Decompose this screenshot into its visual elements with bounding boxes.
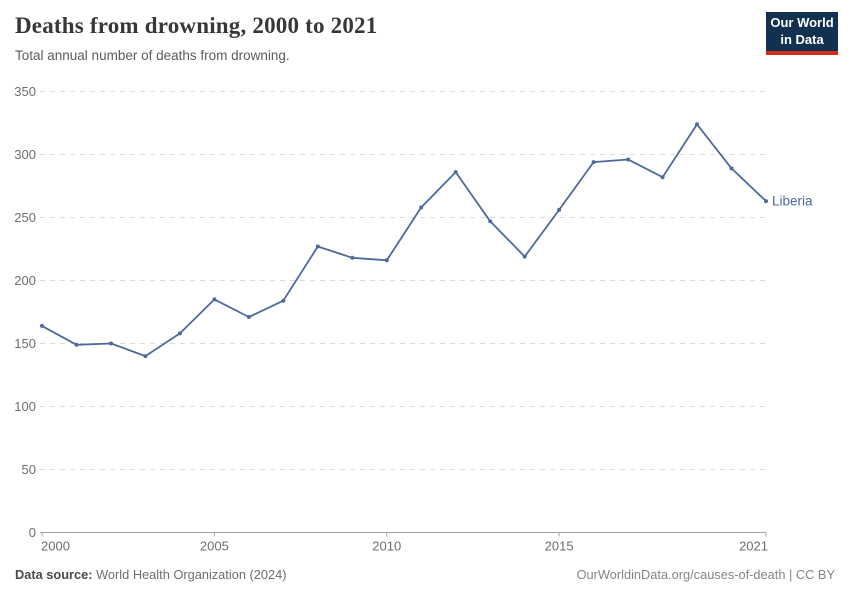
x-tick-label: 2021	[739, 539, 768, 554]
data-point-marker[interactable]	[729, 166, 734, 171]
y-tick-label: 0	[29, 525, 36, 540]
data-point-marker[interactable]	[626, 157, 631, 162]
data-point-marker[interactable]	[557, 207, 562, 212]
data-point-marker[interactable]	[591, 160, 596, 165]
data-point-marker[interactable]	[315, 244, 320, 249]
series-label-liberia[interactable]: Liberia	[772, 194, 813, 209]
data-point-marker[interactable]	[109, 341, 113, 346]
data-point-marker[interactable]	[453, 170, 458, 175]
trend-line-liberia[interactable]	[41, 123, 767, 358]
y-tick-label: 150	[14, 336, 36, 351]
data-point-marker[interactable]	[660, 175, 665, 180]
y-tick-label: 300	[14, 147, 36, 162]
x-tick-label: 2015	[545, 539, 574, 554]
footer-credit-link[interactable]: OurWorldinData.org/causes-of-death | CC …	[576, 567, 835, 582]
owid-logo-line-2: in Data	[780, 31, 824, 47]
data-point-marker[interactable]	[212, 297, 217, 302]
x-tick-label: 2000	[41, 539, 70, 554]
chart-svg[interactable]: 0 50 100 150 200 250 300 350 2000 2005 2010 2015 202…	[0, 80, 850, 555]
data-point-marker[interactable]	[764, 199, 768, 204]
data-source: Data source: World Health Organization (…	[15, 567, 286, 582]
owid-logo-line-1: Our World	[770, 14, 834, 30]
data-source-value: World Health Organization (2024)	[92, 567, 287, 582]
data-point-marker[interactable]	[695, 122, 699, 127]
x-tick-label: 2010	[372, 539, 401, 554]
data-point-marker[interactable]	[40, 323, 44, 328]
data-point-marker[interactable]	[143, 354, 148, 359]
y-tick-label: 200	[14, 273, 36, 288]
data-point-marker[interactable]	[350, 255, 355, 260]
data-point-marker[interactable]	[384, 258, 389, 263]
y-tick-label: 50	[22, 462, 36, 477]
chart-title: Deaths from drowning, 2000 to 2021	[15, 13, 378, 38]
data-point-marker[interactable]	[419, 205, 424, 210]
data-point-marker[interactable]	[74, 342, 79, 347]
y-tick-label: 350	[14, 84, 36, 99]
chart-footer: Data source: World Health Organization (…	[0, 567, 850, 582]
y-tick-label: 250	[14, 210, 36, 225]
data-source-label: Data source:	[15, 567, 93, 582]
y-tick-label: 100	[14, 399, 36, 414]
data-point-marker[interactable]	[488, 219, 493, 224]
chart-area[interactable]: 0 50 100 150 200 250 300 350 2000 2005 2010 2015 202…	[0, 80, 850, 555]
data-point-marker[interactable]	[522, 254, 527, 259]
data-point-marker[interactable]	[281, 298, 286, 303]
x-tick-label: 2005	[200, 539, 229, 554]
chart-subtitle: Total annual number of deaths from drown…	[15, 48, 290, 63]
data-point-marker[interactable]	[177, 331, 182, 336]
owid-logo[interactable]: Our World in Data	[766, 12, 838, 55]
data-point-marker[interactable]	[246, 315, 251, 319]
